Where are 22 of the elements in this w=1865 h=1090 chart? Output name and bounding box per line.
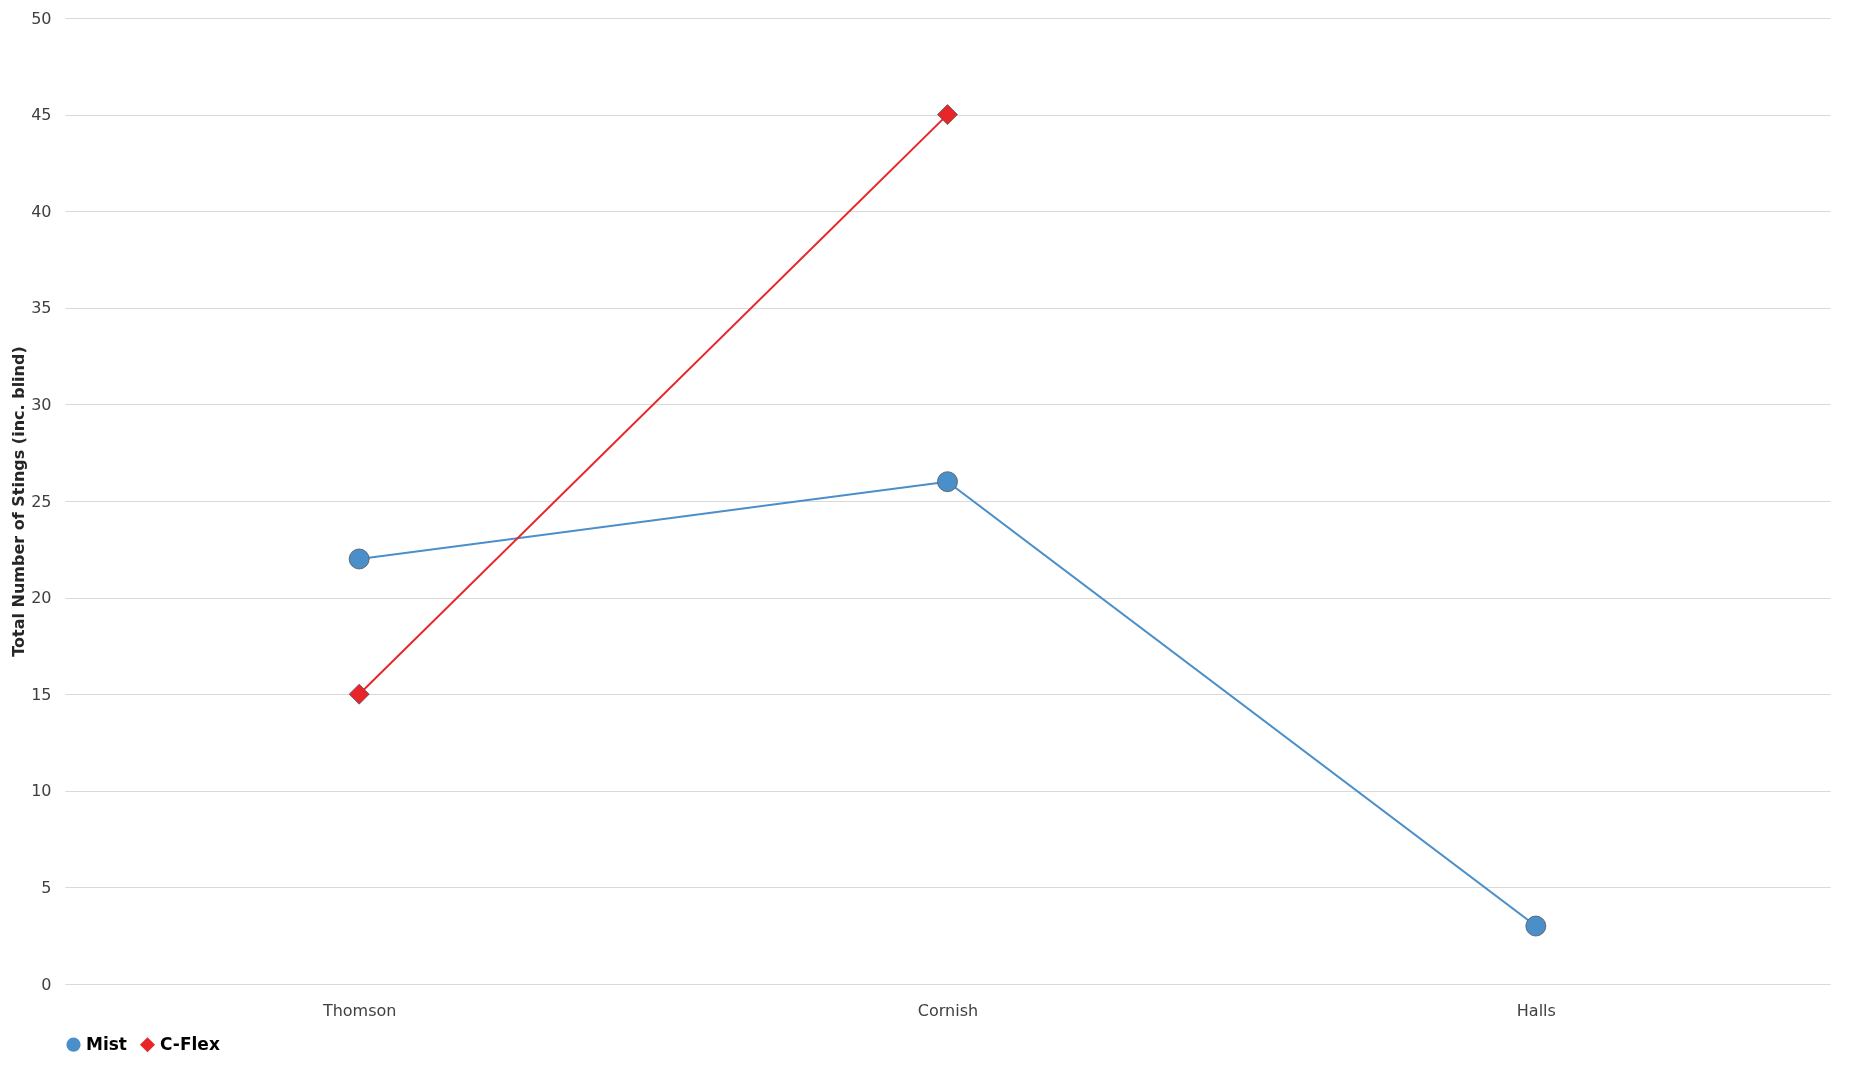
y-axis-title: Total Number of Stings (inc. blind) (9, 346, 29, 657)
y-tick-label: 25 (31, 491, 52, 511)
y-tick-label: 5 (41, 877, 52, 897)
point (937, 104, 958, 125)
y-tick-label: 50 (31, 8, 52, 28)
y-tick-label: 15 (31, 684, 52, 704)
y-tick-label: 30 (31, 394, 52, 414)
y-tick-label: 20 (31, 588, 52, 608)
legend-label: Mist (86, 1033, 127, 1054)
legend-label: C-Flex (160, 1033, 220, 1054)
x-tick-label: Thomson (321, 1000, 397, 1020)
point (348, 548, 370, 570)
y-tick-label: 35 (31, 298, 52, 318)
point (1525, 915, 1547, 937)
y-tick-label: 40 (31, 201, 52, 221)
x-tick-label: Cornish (917, 1000, 979, 1020)
point (937, 471, 958, 493)
y-tick-label: 0 (41, 974, 52, 994)
point (348, 683, 370, 705)
y-tick-label: 45 (31, 105, 52, 125)
y-tick-label: 10 (31, 781, 52, 801)
x-tick-label: Halls (1516, 1000, 1556, 1020)
